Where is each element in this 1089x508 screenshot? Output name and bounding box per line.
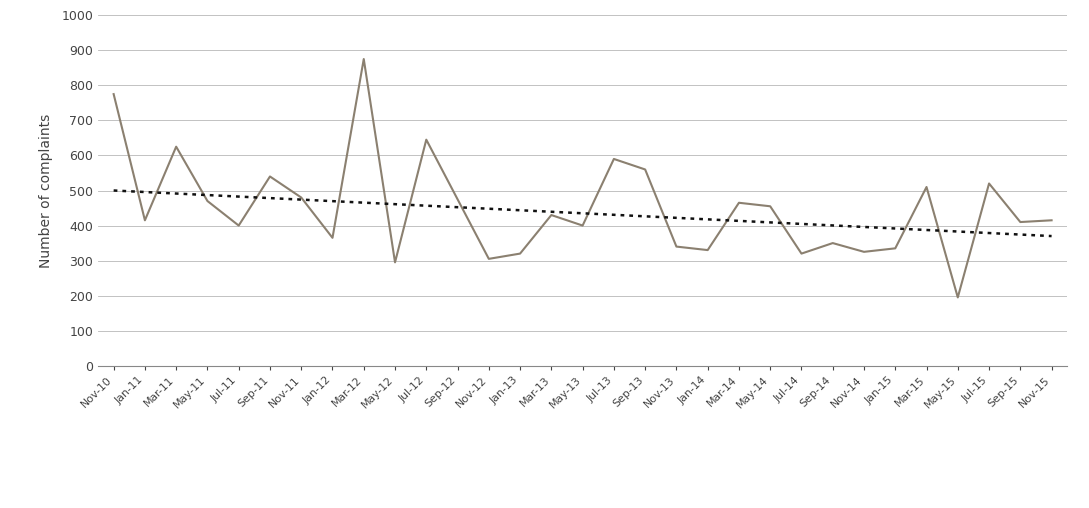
Actual number of complaints	[608, 156, 621, 162]
Trend	[107, 187, 120, 194]
Actual number of complaints	[514, 250, 527, 257]
Trend	[795, 221, 808, 227]
Actual number of complaints	[357, 56, 370, 62]
Trend	[514, 207, 527, 213]
Trend	[295, 197, 308, 203]
Trend	[701, 216, 714, 223]
Actual number of complaints	[638, 167, 651, 173]
Trend	[670, 215, 683, 221]
Actual number of complaints	[544, 212, 558, 218]
Actual number of complaints	[264, 173, 277, 179]
Trend	[1045, 233, 1059, 239]
Actual number of complaints	[982, 180, 995, 186]
Trend	[264, 195, 277, 201]
Trend	[451, 204, 464, 210]
Line: Actual number of complaints: Actual number of complaints	[113, 59, 1052, 297]
Trend	[733, 218, 746, 224]
Line: Trend: Trend	[113, 190, 1052, 236]
Actual number of complaints	[451, 196, 464, 202]
Actual number of complaints	[889, 245, 902, 251]
Trend	[170, 190, 183, 197]
Actual number of complaints	[733, 200, 746, 206]
Trend	[982, 230, 995, 236]
Actual number of complaints	[920, 184, 933, 190]
Actual number of complaints	[419, 137, 432, 143]
Actual number of complaints	[389, 259, 402, 265]
Actual number of complaints	[107, 91, 120, 97]
Actual number of complaints	[670, 243, 683, 249]
Trend	[576, 210, 589, 216]
Actual number of complaints	[232, 223, 245, 229]
Actual number of complaints	[200, 198, 213, 204]
Trend	[200, 192, 213, 198]
Actual number of complaints	[701, 247, 714, 253]
Actual number of complaints	[138, 217, 151, 224]
Trend	[763, 219, 776, 226]
Actual number of complaints	[295, 195, 308, 201]
Trend	[389, 201, 402, 207]
Actual number of complaints	[1014, 219, 1027, 225]
Trend	[138, 189, 151, 195]
Trend	[638, 213, 651, 219]
Actual number of complaints	[827, 240, 840, 246]
Actual number of complaints	[482, 256, 495, 262]
Actual number of complaints	[170, 144, 183, 150]
Actual number of complaints	[1045, 217, 1059, 224]
Actual number of complaints	[857, 249, 870, 255]
Trend	[357, 200, 370, 206]
Trend	[827, 223, 840, 229]
Trend	[232, 194, 245, 200]
Actual number of complaints	[795, 250, 808, 257]
Trend	[608, 212, 621, 218]
Trend	[1014, 232, 1027, 238]
Actual number of complaints	[576, 223, 589, 229]
Trend	[419, 203, 432, 209]
Actual number of complaints	[952, 294, 965, 300]
Trend	[326, 198, 339, 204]
Trend	[544, 209, 558, 215]
Trend	[482, 206, 495, 212]
Actual number of complaints	[326, 235, 339, 241]
Actual number of complaints	[763, 203, 776, 209]
Trend	[889, 226, 902, 232]
Trend	[920, 227, 933, 233]
Trend	[857, 224, 870, 230]
Trend	[952, 229, 965, 235]
Y-axis label: Number of complaints: Number of complaints	[39, 113, 53, 268]
